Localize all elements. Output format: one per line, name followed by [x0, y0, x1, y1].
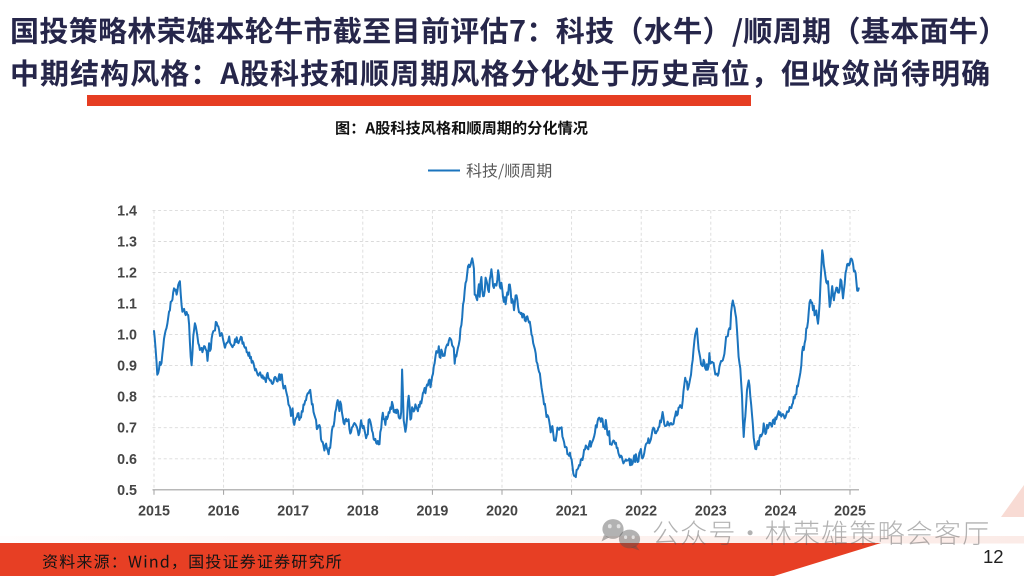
svg-text:2023: 2023 [695, 504, 727, 520]
svg-text:2017: 2017 [277, 504, 309, 520]
svg-text:2020: 2020 [486, 504, 518, 520]
svg-text:0.6: 0.6 [117, 452, 137, 468]
svg-text:2019: 2019 [416, 504, 448, 520]
svg-text:0.7: 0.7 [117, 421, 137, 437]
svg-text:2018: 2018 [347, 504, 379, 520]
svg-text:2016: 2016 [208, 504, 240, 520]
svg-text:12: 12 [983, 546, 1004, 567]
svg-text:1.4: 1.4 [117, 203, 137, 219]
svg-text:1.2: 1.2 [117, 266, 137, 282]
svg-text:1.3: 1.3 [117, 235, 137, 251]
svg-text:2024: 2024 [764, 504, 796, 520]
svg-text:1.0: 1.0 [117, 328, 137, 344]
svg-text:0.9: 0.9 [117, 359, 137, 375]
svg-text:0.8: 0.8 [117, 390, 137, 406]
svg-text:2015: 2015 [138, 504, 170, 520]
svg-text:2025: 2025 [834, 504, 866, 520]
svg-text:2022: 2022 [625, 504, 657, 520]
svg-text:1.1: 1.1 [117, 297, 137, 313]
svg-text:2021: 2021 [556, 504, 588, 520]
svg-text:0.5: 0.5 [117, 483, 137, 499]
